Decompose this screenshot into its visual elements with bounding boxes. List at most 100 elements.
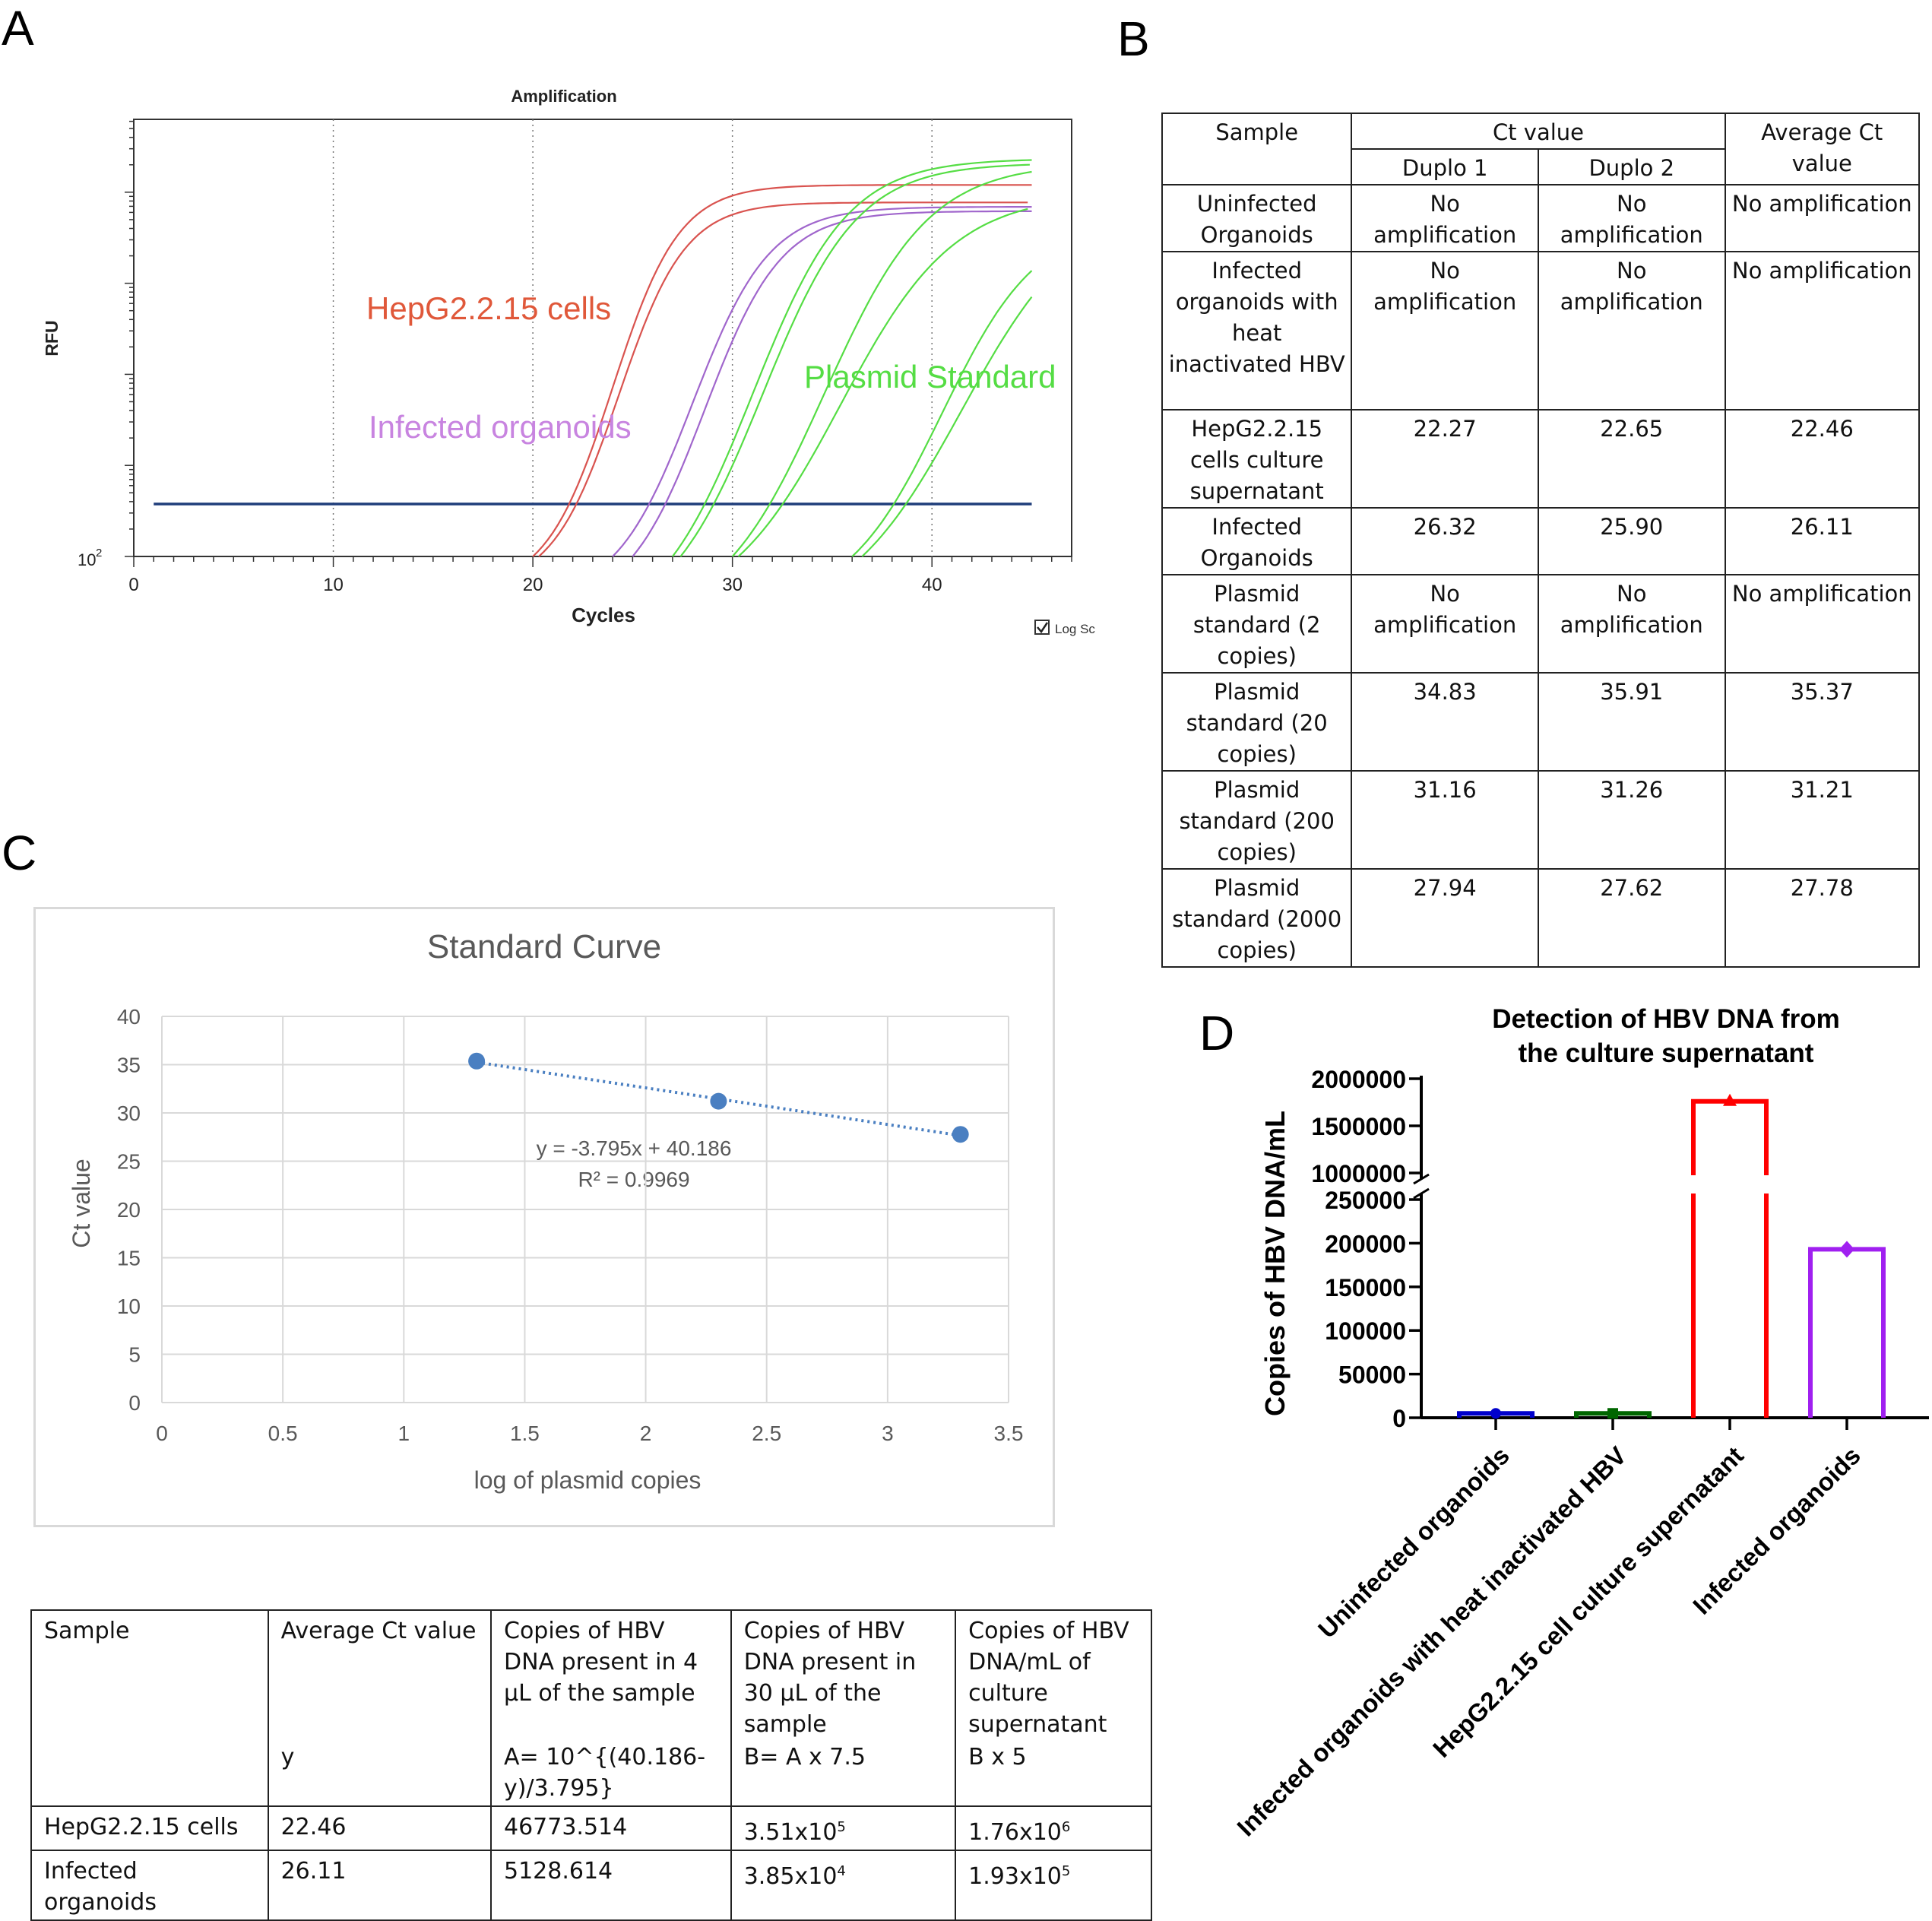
curve-plasmid [679,163,1030,557]
bar-lower [1691,1193,1769,1418]
copies-per-ml-cell: 1.76x106 [955,1805,1152,1851]
header-sample: Sample [30,1609,269,1807]
header-average-ct: Average Ct value [1724,113,1921,185]
table-row: Plasmid standard (2000 copies) 27.94 27.… [1161,868,1921,968]
x-tick-label: 30 [722,575,743,595]
y-tick-label: 10 [117,1295,141,1318]
duplo1-cell: 27.94 [1351,868,1539,968]
sample-cell: Plasmid standard (2000 copies) [1161,868,1353,968]
ct-cell: 26.11 [267,1850,493,1921]
table-row: Plasmid standard (200 copies) 31.16 31.2… [1161,770,1921,870]
y-tick-label: 35 [117,1054,141,1077]
y-tick-label: 2000000 [1311,1066,1406,1093]
curve-plasmid [737,208,1028,557]
data-point [952,1126,969,1143]
header-copies-4ul: Copies of HBV DNA present in 4 µL of the… [490,1609,732,1807]
bar-marker [1607,1408,1618,1419]
hbv-detection-chart: Detection of HBV DNA from the culture su… [1231,1004,1929,1841]
x-tick-label: 40 [922,575,942,595]
duplo1-cell: No amplification [1351,184,1539,252]
curve-plasmid [672,159,1032,557]
x-tick-label: 3 [882,1422,894,1445]
sample-cell: HepG2.2.15 cells culture supernatant [1161,409,1353,509]
checkmark-icon [1037,622,1049,634]
axis-break-mark [1413,1187,1430,1200]
header-copies-30ul: Copies of HBV DNA present in 30 µL of th… [730,1609,957,1807]
table-row: HepG2.2.15 cells 22.46 46773.514 3.51x10… [30,1805,1152,1851]
y-tick-label: 40 [117,1005,141,1029]
bar-marker [1723,1093,1737,1106]
table-row: Plasmid standard (2 copies) No amplifica… [1161,574,1921,674]
header-duplo-2: Duplo 2 [1537,148,1726,185]
plot-frame [133,119,1072,557]
y-tick-label: 50000 [1338,1362,1406,1389]
annotation-organoids: Infected organoids [369,409,632,445]
y-tick-label: 25 [117,1150,141,1174]
y-tick-label: 200000 [1325,1230,1406,1257]
average-cell: 22.46 [1724,409,1921,509]
bar-marker [1839,1241,1854,1258]
sample-cell: Infected Organoids [1161,507,1353,575]
standard-curve-frame [33,907,1055,1527]
curve-organoid [632,210,1032,557]
y-tick-label: 1500000 [1311,1113,1406,1140]
y-tick-label-base: 10 [78,550,96,569]
trendline-equation: y = -3.795x + 40.186 [537,1136,732,1160]
sample-cell: Infected organoids with heat inactivated… [1161,251,1353,411]
y-tick-label: 5 [128,1343,141,1367]
duplo1-cell: 22.27 [1351,409,1539,509]
sample-cell: Plasmid standard (20 copies) [1161,672,1353,772]
x-tick-label: 0 [128,575,138,595]
header-copies-per-ml: Copies of HBV DNA/mL of culture supernat… [955,1609,1152,1807]
copies-4ul-cell: 5128.614 [490,1850,732,1921]
x-tick-label: 10 [323,575,344,595]
duplo1-cell: 26.32 [1351,507,1539,575]
duplo2-cell: 31.26 [1537,770,1726,870]
x-tick-label: 2.5 [752,1422,781,1445]
y-tick-label: 250000 [1325,1187,1406,1214]
sample-cell: HepG2.2.15 cells [30,1805,269,1851]
rfu-axis-label: RFU [42,320,62,356]
copies-30ul-cell: 3.85x104 [730,1850,957,1921]
amplification-chart: Amplification RFU Cycles 10 2 0 10 20 30 40 … [42,87,1095,636]
annotation-hepg2: HepG2.2.15 cells [366,290,611,326]
r-squared-label: R² = 0.9969 [578,1168,689,1191]
duplo2-cell: No amplification [1537,184,1726,252]
header-average-ct: Average Ct value y [267,1609,493,1807]
axis-break-mark [1413,1173,1430,1185]
data-point [468,1052,486,1070]
curve-plasmid [861,296,1033,557]
y-tick-label: 100000 [1325,1317,1406,1345]
x-tick-label: 1.5 [510,1422,540,1445]
y-tick-label: 150000 [1325,1274,1406,1301]
y-tick-label: 20 [117,1198,141,1222]
y-tick-label-exp: 2 [96,547,102,559]
panel-label-a: A [2,1,34,55]
data-point [710,1092,727,1110]
table-row: Uninfected Organoids No amplification No… [1161,184,1921,252]
sample-cell: Uninfected Organoids [1161,184,1353,252]
x-category-label: Uninfected organoids [1313,1441,1515,1644]
average-cell: 31.21 [1724,770,1921,870]
copies-per-ml-cell: 1.93x105 [955,1850,1152,1921]
duplo1-cell: No amplification [1351,251,1539,411]
sample-cell: Plasmid standard (200 copies) [1161,770,1353,870]
curve-plasmid [851,270,1033,557]
duplo2-cell: 25.90 [1537,507,1726,575]
standard-curve-xlabel: log of plasmid copies [474,1466,702,1494]
log-scale-label: Log Sc [1055,622,1095,636]
curve-organoid [612,206,1032,557]
x-tick-label: 0.5 [268,1422,298,1445]
duplo1-cell: 31.16 [1351,770,1539,870]
curve-plasmid [731,170,1032,557]
standard-curve-ylabel: Ct value [68,1159,95,1247]
hbv-chart-title-line2: the culture supernatant [1519,1038,1814,1068]
panel-label-b: B [1117,11,1150,66]
duplo2-cell: 22.65 [1537,409,1726,509]
table-row: Infected organoids with heat inactivated… [1161,251,1921,411]
ct-cell: 22.46 [267,1805,493,1851]
table-row: Infected organoids 26.11 5128.614 3.85x1… [30,1850,1152,1921]
average-cell: 35.37 [1724,672,1921,772]
x-tick-label: 1 [397,1422,410,1445]
